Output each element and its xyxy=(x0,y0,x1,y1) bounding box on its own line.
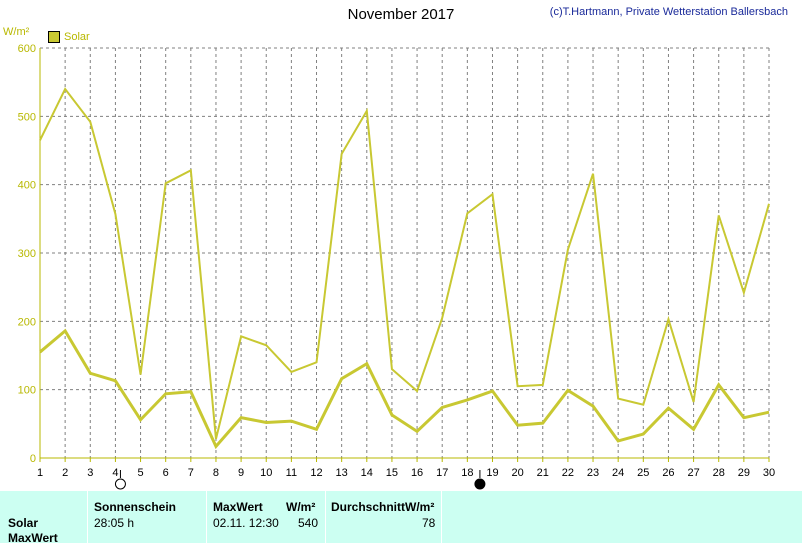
credit-text: (c)T.Hartmann, Private Wetterstation Bal… xyxy=(549,6,788,18)
row-label-maxwert: MaxWert xyxy=(8,531,58,545)
table-divider xyxy=(206,491,207,543)
sonnenschein-value: 28:05 h xyxy=(94,516,135,530)
x-tick-label: 24 xyxy=(612,467,624,479)
series-line-max xyxy=(39,87,770,440)
x-tick-label: 27 xyxy=(687,467,699,479)
x-tick-label: 28 xyxy=(713,467,725,479)
x-tick-label: 13 xyxy=(336,467,348,479)
x-tick-label: 8 xyxy=(213,467,219,479)
x-tick-label: 3 xyxy=(87,467,93,479)
x-tick-label: 21 xyxy=(537,467,549,479)
x-tick-label: 2 xyxy=(62,467,68,479)
x-tick-label: 23 xyxy=(587,467,599,479)
x-tick-label: 19 xyxy=(486,467,498,479)
header-sonnenschein: Sonnenschein xyxy=(94,500,177,514)
x-tick-label: 5 xyxy=(137,467,143,479)
y-tick-label: 200 xyxy=(18,316,36,328)
y-tick-label: 300 xyxy=(18,248,36,260)
header-wm2: W/m² xyxy=(286,500,316,514)
y-tick-label: 0 xyxy=(30,453,36,465)
table-divider xyxy=(441,491,442,543)
x-tick-label: 20 xyxy=(511,467,523,479)
x-tick-label: 29 xyxy=(738,467,750,479)
x-tick-label: 7 xyxy=(188,467,194,479)
maxwert-value: 540 xyxy=(298,516,319,530)
header-maxwert: MaxWert xyxy=(213,500,263,514)
series-line-solar xyxy=(39,328,770,450)
x-tick-label: 12 xyxy=(310,467,322,479)
y-tick-label: 600 xyxy=(18,43,36,55)
header-durchschnitt: DurchschnittW/m² xyxy=(331,500,435,514)
table-divider xyxy=(325,491,326,543)
full-moon-icon xyxy=(114,478,126,490)
row-label-solar: Solar xyxy=(8,516,39,530)
chart-title: November 2017 xyxy=(347,6,455,23)
x-tick-label: 6 xyxy=(163,467,169,479)
y-unit-label: W/m² xyxy=(3,26,30,38)
table-divider xyxy=(87,491,88,543)
summary-table: Sonnenschein MaxWert W/m² DurchschnittW/… xyxy=(0,491,802,545)
legend-swatch xyxy=(48,31,60,43)
x-tick-label: 17 xyxy=(436,467,448,479)
maxwert-date: 02.11. 12:30 xyxy=(213,516,279,530)
x-tick-label: 4 xyxy=(112,467,118,479)
x-tick-label: 22 xyxy=(562,467,574,479)
x-tick-label: 16 xyxy=(411,467,423,479)
x-tick-label: 30 xyxy=(763,467,775,479)
y-tick-label: 400 xyxy=(18,180,36,192)
x-tick-label: 18 xyxy=(461,467,473,479)
x-tick-label: 26 xyxy=(662,467,674,479)
x-tick-label: 9 xyxy=(238,467,244,479)
durchschnitt-value: 78 xyxy=(422,516,436,530)
new-moon-icon xyxy=(474,478,486,490)
x-tick-label: 25 xyxy=(637,467,649,479)
y-tick-label: 500 xyxy=(18,111,36,123)
x-tick-label: 11 xyxy=(286,467,297,479)
legend-label: Solar xyxy=(64,31,90,43)
x-tick-label: 15 xyxy=(386,467,398,479)
legend: Solar xyxy=(48,31,90,43)
x-tick-label: 1 xyxy=(37,467,43,479)
x-tick-label: 14 xyxy=(361,467,373,479)
x-tick-label: 10 xyxy=(260,467,272,479)
y-tick-label: 100 xyxy=(18,385,36,397)
